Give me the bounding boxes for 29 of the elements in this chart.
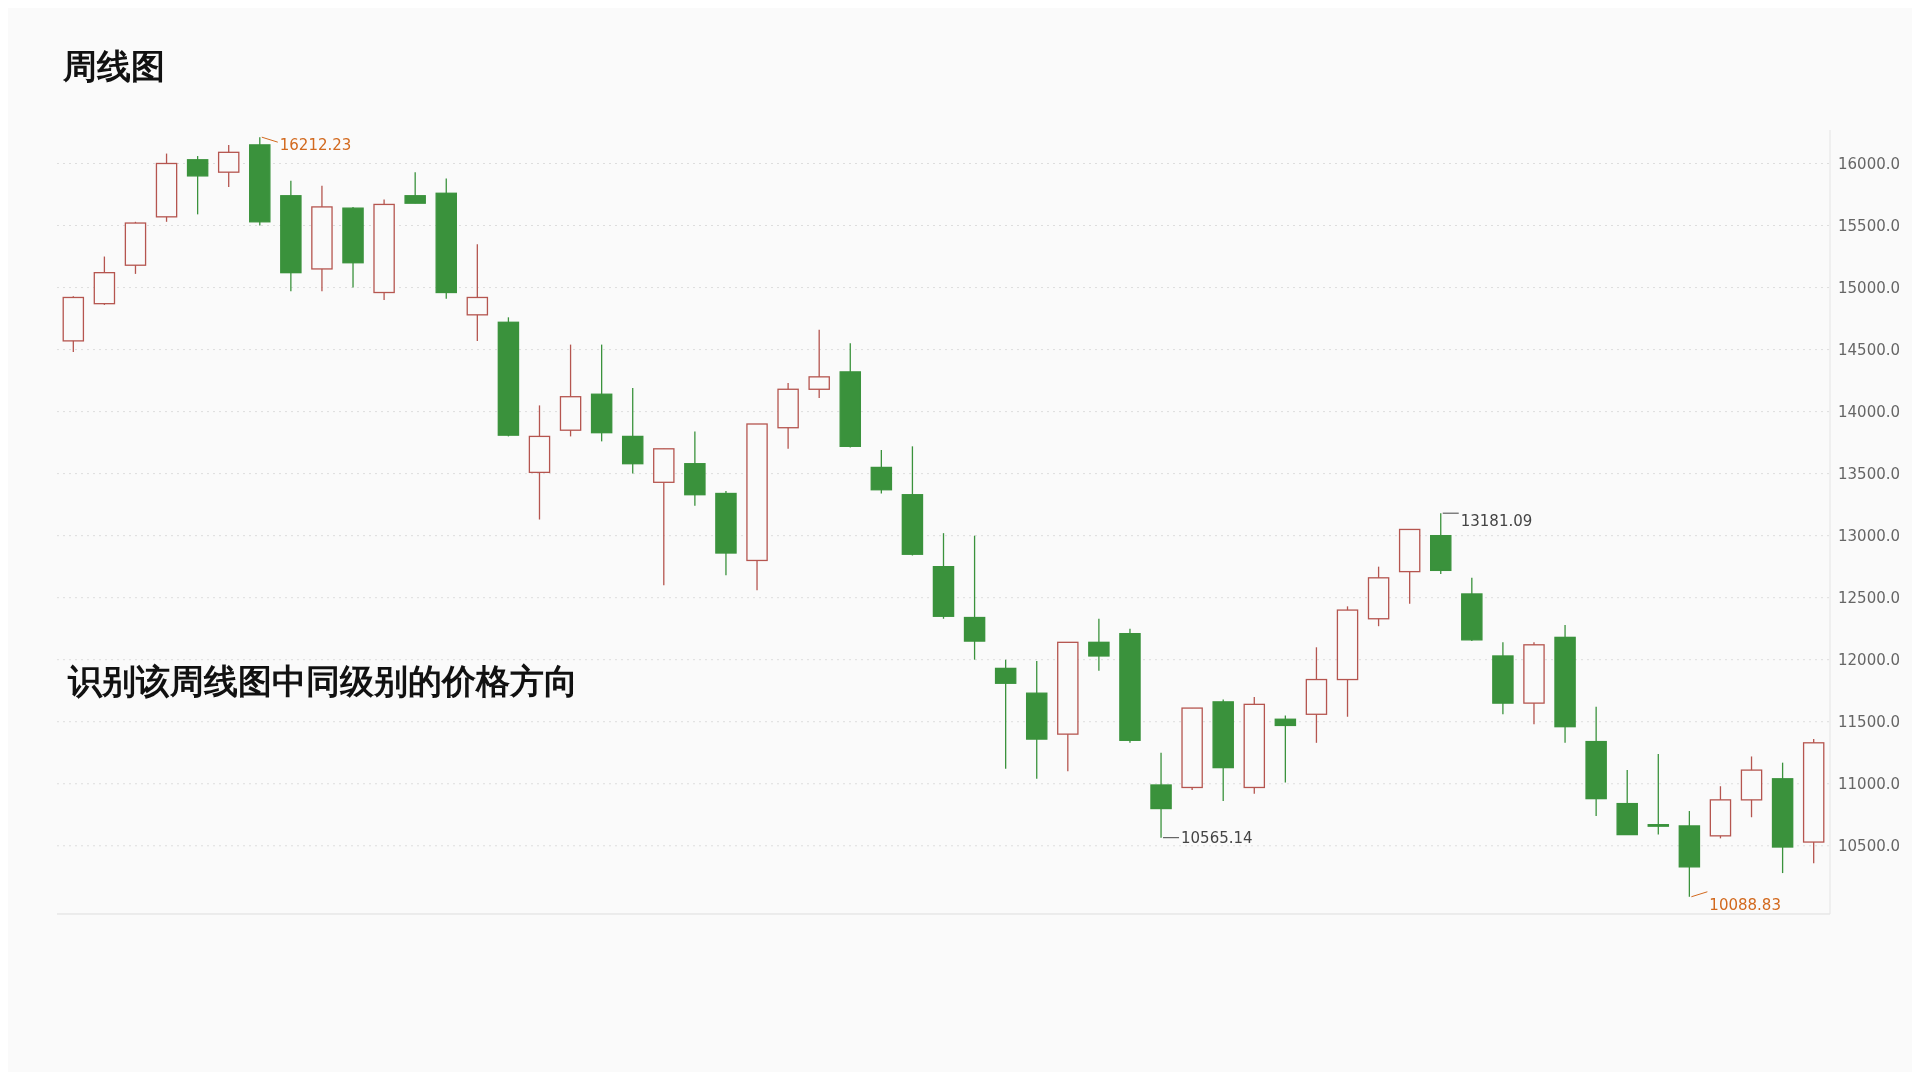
y-tick-label: 12500.0 <box>1838 588 1901 607</box>
annotation: 13181.09 <box>1460 512 1533 531</box>
annotation: 10088.83 <box>1709 896 1781 915</box>
y-tick-label: 16000.0 <box>1838 154 1901 173</box>
y-tick-label: 10500.0 <box>1838 837 1901 856</box>
candlestick <box>1274 714 1297 784</box>
y-tick-label: 15000.0 <box>1838 278 1901 297</box>
candlestick <box>808 329 830 399</box>
candlestick <box>466 243 489 342</box>
candlestick <box>217 144 240 188</box>
y-tick-label: 11500.0 <box>1838 712 1901 731</box>
y-tick-label: 14500.0 <box>1838 340 1901 359</box>
chart-title: 周线图 <box>62 46 165 86</box>
candlestick <box>1088 618 1110 672</box>
annotation: 10565.14 <box>1181 828 1253 847</box>
y-tick-label: 11000.0 <box>1838 775 1901 793</box>
candlestick <box>404 171 426 204</box>
y-tick-label: 12000.0 <box>1838 650 1901 669</box>
candlestick <box>963 535 986 661</box>
y-tick-label: 13500.0 <box>1838 464 1901 483</box>
candlestick <box>870 449 893 495</box>
candlestick <box>1647 753 1670 836</box>
candlestick <box>994 659 1017 770</box>
annotation: 识别该周线图中同级别的价格方向 <box>67 661 578 701</box>
annotation: 16212.23 <box>279 136 352 155</box>
y-tick-label: 15500.0 <box>1838 216 1901 235</box>
candlestick <box>186 155 209 215</box>
y-tick-label: 14000.0 <box>1838 402 1901 421</box>
y-tick-label: 13000.0 <box>1838 526 1901 545</box>
